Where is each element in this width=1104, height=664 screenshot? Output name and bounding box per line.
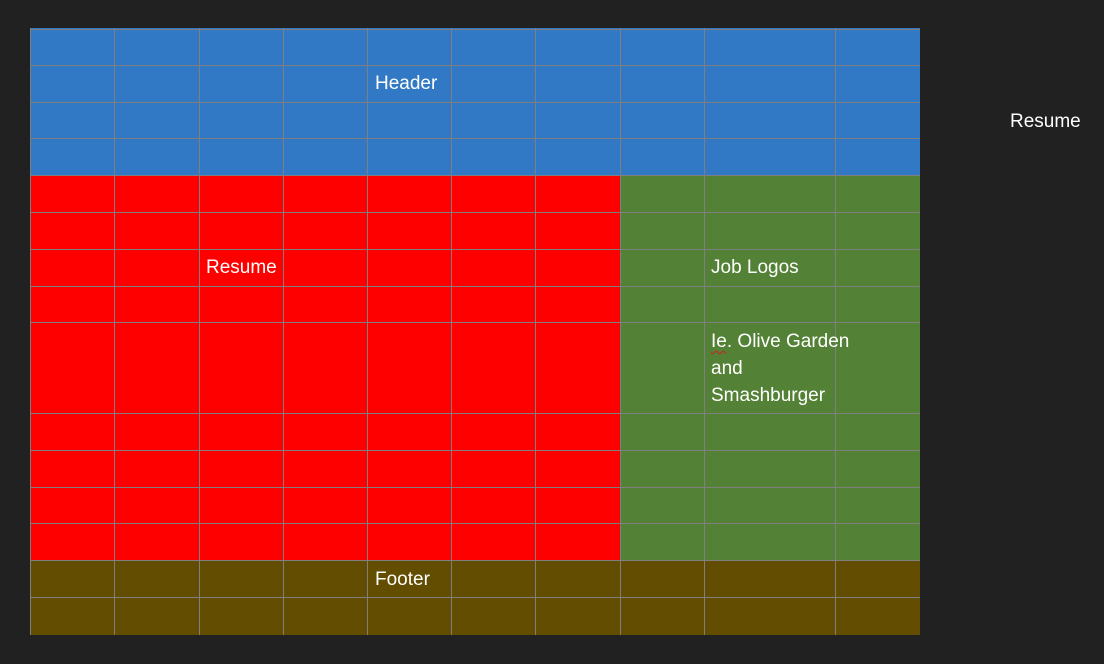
job-logos-label: Job Logos: [711, 257, 799, 278]
resume-label: Resume: [206, 257, 277, 278]
footer-region: [30, 560, 920, 635]
job-logos-region: [620, 175, 920, 560]
header-region: [30, 28, 920, 175]
spelling-error-word: Ie: [711, 331, 727, 352]
side-resume-label: Resume: [1010, 111, 1081, 132]
job-logos-note-text: . Olive Garden and Smashburger: [711, 331, 850, 406]
job-logos-note: Ie. Olive Garden and Smashburger: [711, 328, 851, 409]
resume-region: [30, 175, 620, 560]
layout-grid: Header Resume Job Logos Ie. Olive Garden…: [30, 28, 920, 635]
footer-label: Footer: [375, 569, 430, 590]
header-label: Header: [375, 73, 438, 94]
